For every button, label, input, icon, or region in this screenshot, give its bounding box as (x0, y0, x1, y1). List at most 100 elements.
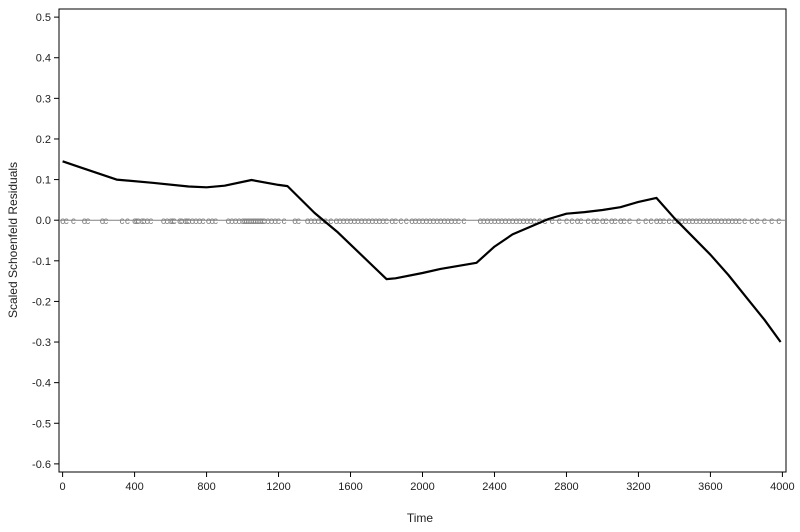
event-mark: c (85, 216, 90, 227)
event-mark: c (708, 216, 713, 227)
event-mark: c (226, 216, 231, 227)
event-mark: c (618, 216, 623, 227)
event-mark: c (254, 216, 259, 227)
event-mark: c (726, 216, 731, 227)
event-mark: c (377, 216, 382, 227)
event-mark: c (481, 216, 486, 227)
event-mark: c (524, 216, 529, 227)
event-mark: c (679, 216, 684, 227)
event-mark: c (503, 216, 508, 227)
event-mark: c (265, 216, 270, 227)
event-mark: c (245, 216, 250, 227)
event-mark: c (244, 216, 249, 227)
event-mark: c (643, 216, 648, 227)
event-mark: c (672, 216, 677, 227)
event-mark: c (654, 216, 659, 227)
event-mark: c (193, 216, 198, 227)
event-mark: c (260, 216, 265, 227)
event-mark: c (251, 216, 256, 227)
event-mark: c (60, 216, 65, 227)
event-mark: c (409, 216, 414, 227)
event-mark: c (161, 216, 166, 227)
event-mark: c (686, 216, 691, 227)
event-mark: c (609, 216, 614, 227)
x-axis-label: Time (407, 511, 434, 525)
event-mark: c (103, 216, 108, 227)
event-mark: c (722, 216, 727, 227)
event-mark: c (496, 216, 501, 227)
event-mark: c (272, 216, 277, 227)
event-mark: c (337, 216, 342, 227)
event-mark: c (125, 216, 130, 227)
event-mark: c (170, 216, 175, 227)
event-mark: c (521, 216, 526, 227)
event-mark: c (141, 216, 146, 227)
event-mark: c (247, 216, 252, 227)
event-mark: c (506, 216, 511, 227)
event-mark: c (292, 216, 297, 227)
event-mark: c (145, 216, 150, 227)
event-mark: c (328, 216, 333, 227)
event-mark: c (690, 216, 695, 227)
event-mark: c (139, 216, 144, 227)
y-tick-label: 0.4 (36, 53, 51, 65)
event-mark: c (595, 216, 600, 227)
event-mark: c (564, 216, 569, 227)
event-mark: c (532, 216, 537, 227)
event-mark: c (370, 216, 375, 227)
event-mark: c (733, 216, 738, 227)
event-mark: c (213, 216, 218, 227)
event-mark: c (461, 216, 466, 227)
event-mark: c (258, 216, 263, 227)
event-mark: c (393, 216, 398, 227)
x-tick-label: 2400 (482, 481, 506, 493)
y-tick-label: 0.1 (36, 175, 51, 187)
event-mark: c (71, 216, 76, 227)
event-mark: c (200, 216, 205, 227)
event-mark: c (184, 216, 189, 227)
event-mark: c (206, 216, 211, 227)
event-mark: c (449, 216, 454, 227)
residual-smooth-line (62, 160, 782, 343)
event-mark: c (404, 216, 409, 227)
event-mark: c (253, 216, 258, 227)
event-mark: c (341, 216, 346, 227)
event-mark: c (661, 216, 666, 227)
event-mark: c (478, 216, 483, 227)
event-mark: c (240, 216, 245, 227)
event-mark: c (164, 216, 169, 227)
event-mark: c (197, 216, 202, 227)
event-mark: c (578, 216, 583, 227)
y-axis-label: Scaled Schoenfeld Residuals (6, 162, 20, 318)
event-mark: c (586, 216, 591, 227)
event-mark: c (715, 216, 720, 227)
y-tick-label: -0.6 (32, 459, 51, 471)
x-tick-label: 3600 (698, 481, 722, 493)
event-mark: c (658, 216, 663, 227)
event-mark: c (456, 216, 461, 227)
y-tick-label: -0.4 (32, 378, 51, 390)
event-mark: c (355, 216, 360, 227)
event-mark: c (209, 216, 214, 227)
event-mark: c (730, 216, 735, 227)
event-mark: c (233, 216, 238, 227)
event-mark: c (132, 216, 137, 227)
event-mark: c (510, 216, 515, 227)
event-mark: c (262, 216, 267, 227)
event-mark: c (319, 216, 324, 227)
y-tick-label: 0.5 (36, 12, 51, 24)
event-mark: c (177, 216, 182, 227)
event-mark: c (249, 216, 254, 227)
y-tick-label: -0.2 (32, 296, 51, 308)
event-mark: c (384, 216, 389, 227)
event-mark: c (701, 216, 706, 227)
event-mark: c (348, 216, 353, 227)
event-mark: c (488, 216, 493, 227)
event-mark: c (649, 216, 654, 227)
event-mark: c (742, 216, 747, 227)
x-tick-label: 1600 (338, 481, 362, 493)
event-mark: c (550, 216, 555, 227)
x-tick-label: 1200 (266, 481, 290, 493)
event-mark: c (352, 216, 357, 227)
